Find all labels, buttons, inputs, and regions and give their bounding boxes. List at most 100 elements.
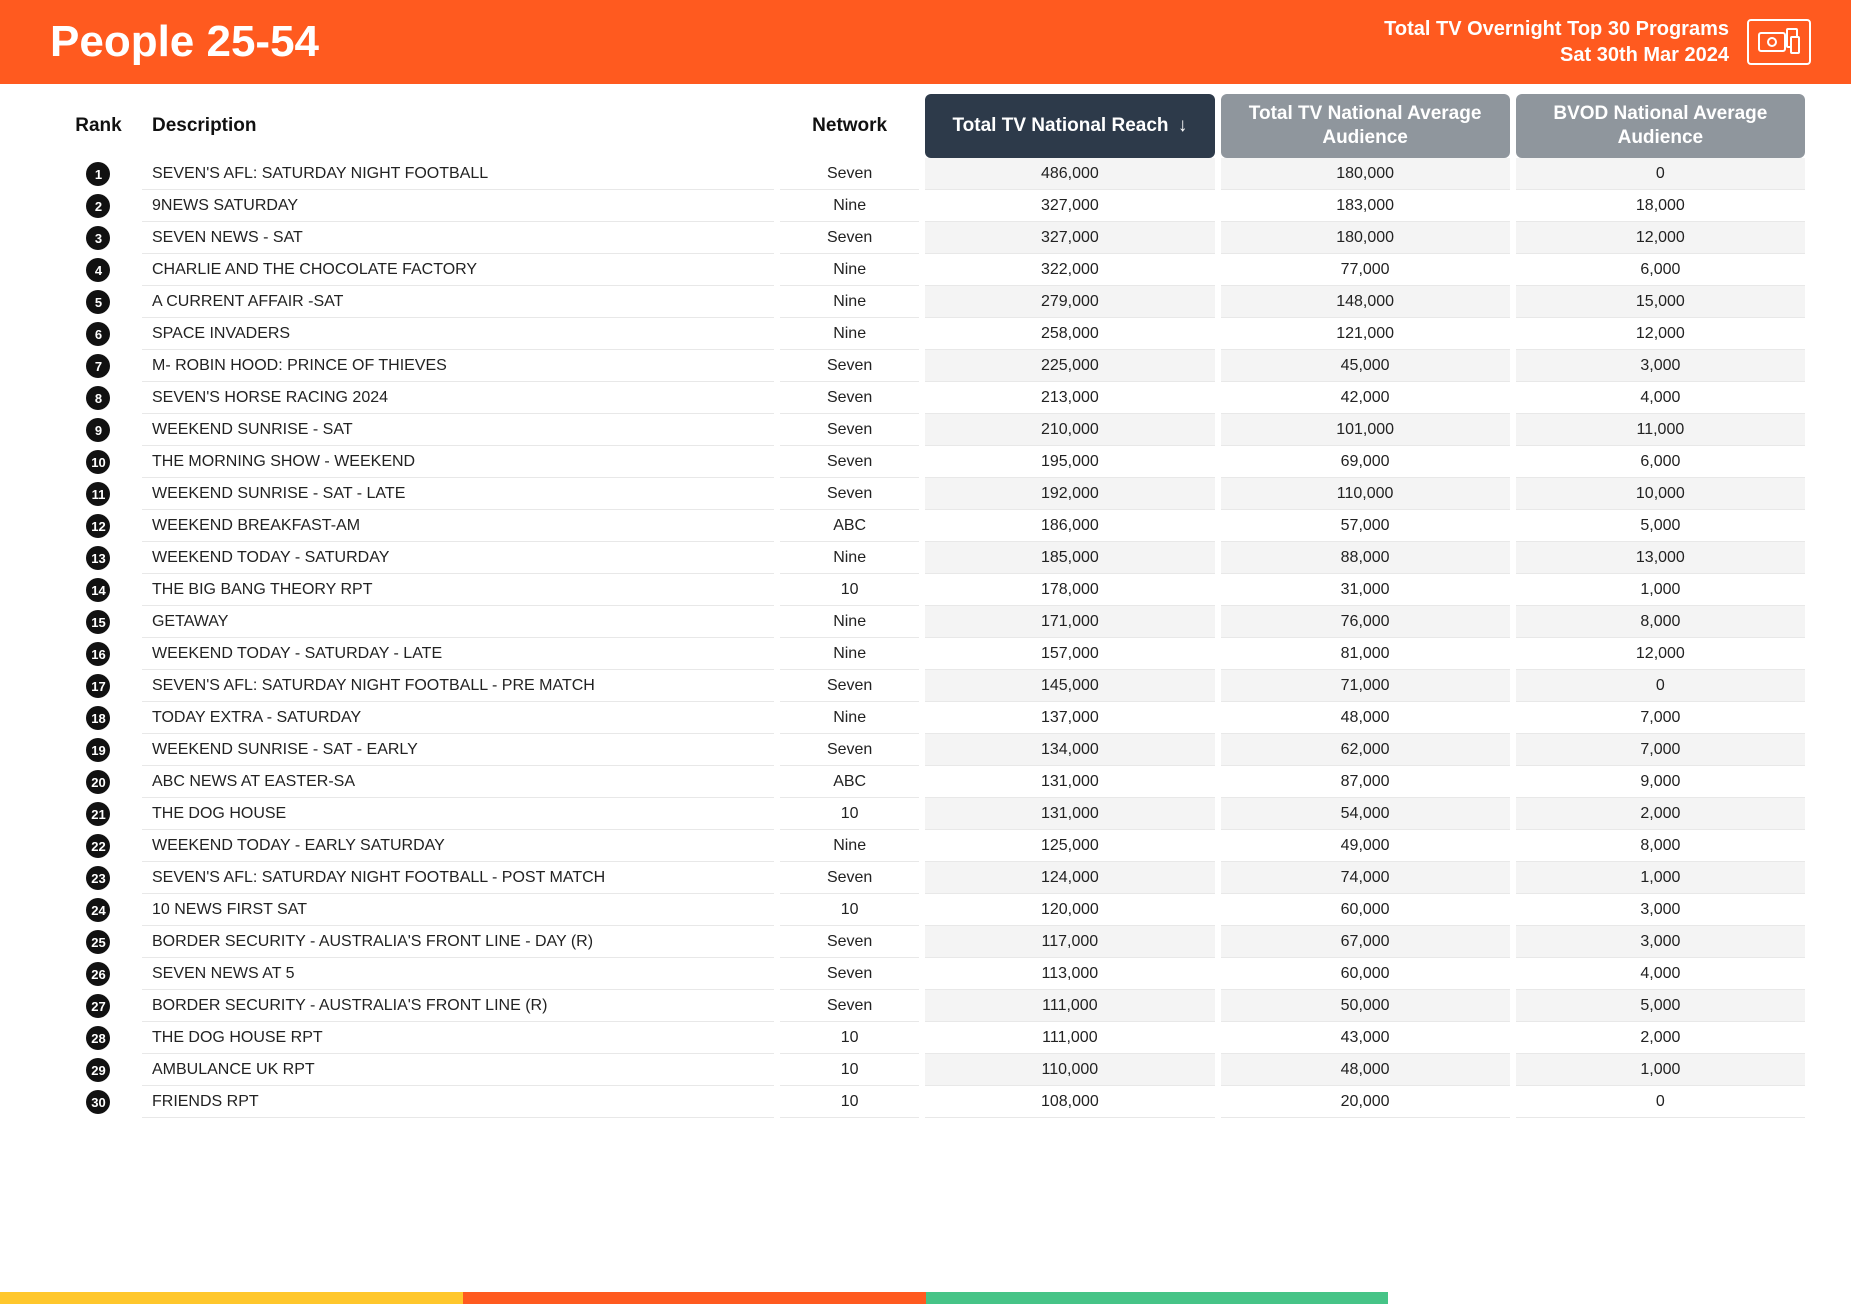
rank-badge: 23 xyxy=(86,866,110,890)
rank-badge: 28 xyxy=(86,1026,110,1050)
table-row: 29NEWS SATURDAYNine327,000183,00018,000 xyxy=(61,190,1805,222)
bvod-cell: 2,000 xyxy=(1516,798,1805,830)
table-row: 29AMBULANCE UK RPT10110,00048,0001,000 xyxy=(61,1054,1805,1086)
table-row: 22WEEKEND TODAY - EARLY SATURDAYNine125,… xyxy=(61,830,1805,862)
description-cell: THE MORNING SHOW - WEEKEND xyxy=(142,446,774,478)
bvod-cell: 12,000 xyxy=(1516,318,1805,350)
rank-cell: 30 xyxy=(61,1086,136,1118)
table-row: 2410 NEWS FIRST SAT10120,00060,0003,000 xyxy=(61,894,1805,926)
rank-cell: 20 xyxy=(61,766,136,798)
reach-cell: 213,000 xyxy=(925,382,1214,414)
description-cell: BORDER SECURITY - AUSTRALIA'S FRONT LINE… xyxy=(142,990,774,1022)
description-cell: WEEKEND BREAKFAST-AM xyxy=(142,510,774,542)
avg-audience-cell: 60,000 xyxy=(1221,958,1510,990)
rank-badge: 16 xyxy=(86,642,110,666)
network-cell: Seven xyxy=(780,926,919,958)
reach-cell: 124,000 xyxy=(925,862,1214,894)
table-row: 21THE DOG HOUSE10131,00054,0002,000 xyxy=(61,798,1805,830)
reach-cell: 225,000 xyxy=(925,350,1214,382)
bvod-cell: 15,000 xyxy=(1516,286,1805,318)
avg-audience-cell: 31,000 xyxy=(1221,574,1510,606)
avg-audience-cell: 88,000 xyxy=(1221,542,1510,574)
table-row: 28THE DOG HOUSE RPT10111,00043,0002,000 xyxy=(61,1022,1805,1054)
avg-audience-cell: 71,000 xyxy=(1221,670,1510,702)
reach-cell: 210,000 xyxy=(925,414,1214,446)
avg-audience-cell: 180,000 xyxy=(1221,158,1510,190)
avg-audience-cell: 87,000 xyxy=(1221,766,1510,798)
reach-cell: 322,000 xyxy=(925,254,1214,286)
table-row: 11WEEKEND SUNRISE - SAT - LATESeven192,0… xyxy=(61,478,1805,510)
reach-cell: 171,000 xyxy=(925,606,1214,638)
network-cell: 10 xyxy=(780,798,919,830)
rank-cell: 26 xyxy=(61,958,136,990)
avg-audience-cell: 110,000 xyxy=(1221,478,1510,510)
bvod-cell: 0 xyxy=(1516,1086,1805,1118)
col-header-description[interactable]: Description xyxy=(142,94,774,158)
rank-cell: 4 xyxy=(61,254,136,286)
footer-stripe-3 xyxy=(926,1292,1389,1304)
avg-audience-cell: 20,000 xyxy=(1221,1086,1510,1118)
col-header-rank[interactable]: Rank xyxy=(61,94,136,158)
network-cell: 10 xyxy=(780,1086,919,1118)
rank-cell: 17 xyxy=(61,670,136,702)
reach-cell: 113,000 xyxy=(925,958,1214,990)
avg-audience-cell: 48,000 xyxy=(1221,1054,1510,1086)
rank-cell: 23 xyxy=(61,862,136,894)
rank-badge: 22 xyxy=(86,834,110,858)
footer-stripe-2 xyxy=(463,1292,926,1304)
bvod-cell: 5,000 xyxy=(1516,990,1805,1022)
rank-cell: 5 xyxy=(61,286,136,318)
rank-cell: 19 xyxy=(61,734,136,766)
bvod-cell: 3,000 xyxy=(1516,894,1805,926)
avg-audience-cell: 121,000 xyxy=(1221,318,1510,350)
rank-badge: 29 xyxy=(86,1058,110,1082)
table-row: 14THE BIG BANG THEORY RPT10178,00031,000… xyxy=(61,574,1805,606)
col-header-network[interactable]: Network xyxy=(780,94,919,158)
sort-desc-icon: ↓ xyxy=(1178,114,1188,138)
col-header-bvod[interactable]: BVOD National Average Audience xyxy=(1516,94,1805,158)
table-row: 9WEEKEND SUNRISE - SATSeven210,000101,00… xyxy=(61,414,1805,446)
col-header-avg-audience[interactable]: Total TV National Average Audience xyxy=(1221,94,1510,158)
bvod-cell: 11,000 xyxy=(1516,414,1805,446)
avg-audience-cell: 57,000 xyxy=(1221,510,1510,542)
header-bar: People 25-54 Total TV Overnight Top 30 P… xyxy=(0,0,1851,84)
reach-cell: 486,000 xyxy=(925,158,1214,190)
network-cell: Nine xyxy=(780,190,919,222)
description-cell: SEVEN NEWS - SAT xyxy=(142,222,774,254)
col-header-reach[interactable]: Total TV National Reach ↓ xyxy=(925,94,1214,158)
rank-cell: 13 xyxy=(61,542,136,574)
rank-cell: 7 xyxy=(61,350,136,382)
network-cell: Nine xyxy=(780,318,919,350)
bvod-cell: 1,000 xyxy=(1516,574,1805,606)
avg-audience-cell: 42,000 xyxy=(1221,382,1510,414)
bvod-cell: 12,000 xyxy=(1516,638,1805,670)
bvod-cell: 0 xyxy=(1516,670,1805,702)
rank-cell: 27 xyxy=(61,990,136,1022)
table-row: 15GETAWAYNine171,00076,0008,000 xyxy=(61,606,1805,638)
table-row: 3SEVEN NEWS - SATSeven327,000180,00012,0… xyxy=(61,222,1805,254)
bvod-cell: 12,000 xyxy=(1516,222,1805,254)
rank-badge: 15 xyxy=(86,610,110,634)
header-subtitle-line2: Sat 30th Mar 2024 xyxy=(1384,42,1729,68)
rank-cell: 12 xyxy=(61,510,136,542)
network-cell: Seven xyxy=(780,382,919,414)
network-cell: Nine xyxy=(780,606,919,638)
rank-badge: 6 xyxy=(86,322,110,346)
rank-cell: 14 xyxy=(61,574,136,606)
network-cell: ABC xyxy=(780,510,919,542)
rank-badge: 24 xyxy=(86,898,110,922)
reach-cell: 131,000 xyxy=(925,798,1214,830)
ratings-table: Rank Description Network Total TV Nation… xyxy=(55,94,1811,1118)
table-row: 4CHARLIE AND THE CHOCOLATE FACTORYNine32… xyxy=(61,254,1805,286)
table-row: 25BORDER SECURITY - AUSTRALIA'S FRONT LI… xyxy=(61,926,1805,958)
description-cell: TODAY EXTRA - SATURDAY xyxy=(142,702,774,734)
bvod-cell: 0 xyxy=(1516,158,1805,190)
rank-cell: 22 xyxy=(61,830,136,862)
rank-badge: 18 xyxy=(86,706,110,730)
devices-icon xyxy=(1747,19,1811,65)
description-cell: 10 NEWS FIRST SAT xyxy=(142,894,774,926)
rank-badge: 11 xyxy=(86,482,110,506)
col-header-reach-label: Total TV National Reach xyxy=(952,115,1168,136)
network-cell: Seven xyxy=(780,958,919,990)
table-header: Rank Description Network Total TV Nation… xyxy=(61,94,1805,158)
